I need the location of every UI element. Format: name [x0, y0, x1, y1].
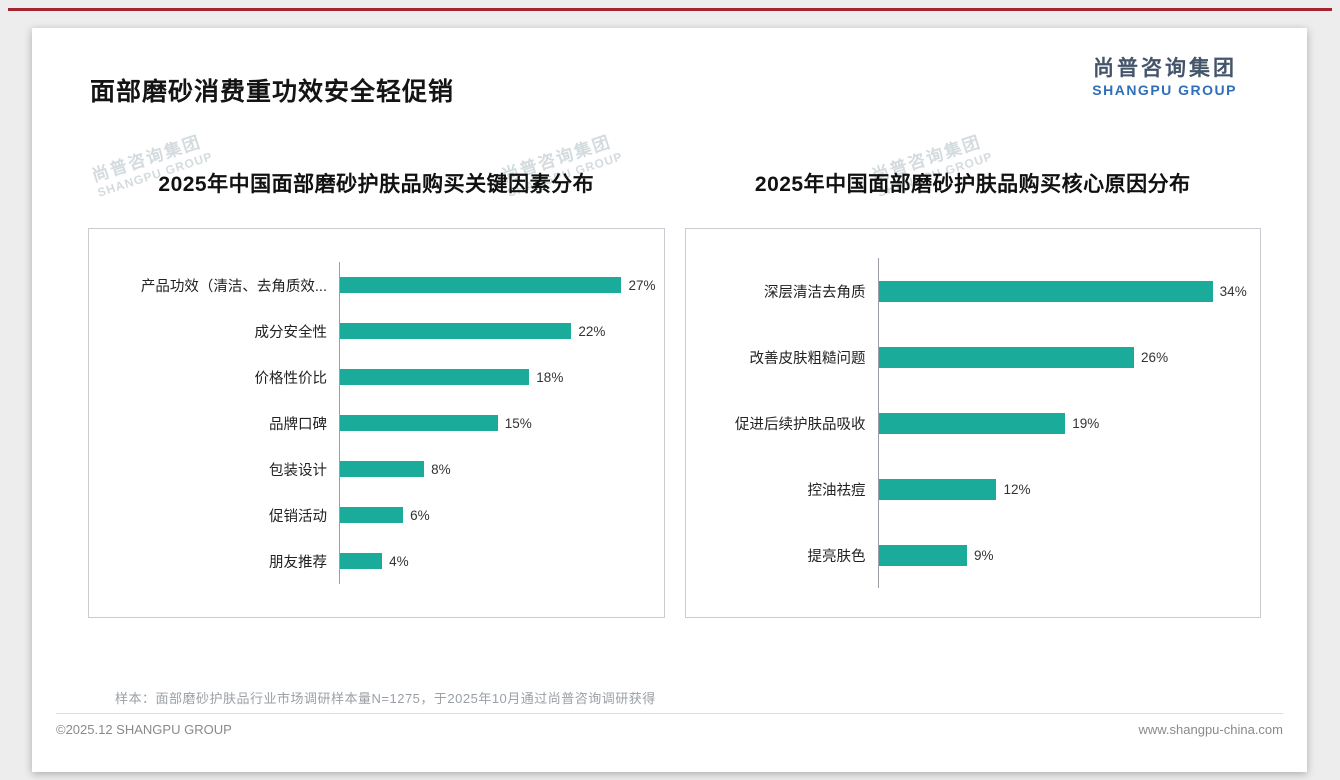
category-label: 促销活动	[269, 508, 327, 525]
chart-row: 价格性价比 18%	[89, 354, 664, 400]
category-label: 促进后续护肤品吸收	[735, 416, 866, 433]
bar-area: 22%	[339, 308, 664, 354]
bar	[878, 346, 1135, 368]
company-logo: 尚普咨询集团 SHANGPU GROUP	[1092, 56, 1237, 100]
chart-row: 包装设计 8%	[89, 446, 664, 492]
value-label: 15%	[504, 415, 532, 431]
category-label: 控油祛痘	[807, 482, 866, 499]
value-label: 27%	[628, 277, 656, 293]
bar	[340, 277, 622, 293]
chart-row: 改善皮肤粗糙问题 26%	[686, 324, 1261, 390]
chart-row: 产品功效（清洁、去角质效... 27%	[89, 262, 664, 308]
bar	[878, 544, 967, 566]
value-label: 22%	[578, 323, 606, 339]
bar-area: 4%	[339, 538, 664, 584]
bar	[878, 478, 997, 500]
logo-text-cn: 尚普咨询集团	[1093, 57, 1237, 80]
bar	[340, 507, 404, 523]
bar	[878, 280, 1213, 302]
chart-column-right: 2025年中国面部磨砂护肤品购买核心原因分布 深层清洁去角质 34% 改善皮肤粗糙问…	[684, 168, 1261, 618]
chart-row: 促销活动 6%	[89, 492, 664, 538]
bar-area: 8%	[339, 446, 664, 492]
category-label: 价格性价比	[254, 370, 328, 387]
value-label: 4%	[389, 553, 409, 569]
bar	[340, 323, 572, 339]
website-text: www.shangpu-china.com	[1138, 722, 1283, 737]
bar	[878, 412, 1066, 434]
bar-area: 19%	[877, 390, 1261, 456]
value-label: 19%	[1072, 415, 1100, 431]
chart-plot-left: 产品功效（清洁、去角质效... 27% 成分安全性 22% 价格性价比 18% 品牌口碑 15…	[89, 262, 664, 584]
chart-row: 深层清洁去角质 34%	[686, 258, 1261, 324]
bar	[340, 369, 530, 385]
sample-footnote: 样本：面部磨砂护肤品行业市场调研样本量N=1275，于2025年10月通过尚普咨…	[115, 691, 656, 706]
bar-area: 34%	[877, 258, 1261, 324]
chart-title-right: 2025年中国面部磨砂护肤品购买核心原因分布	[754, 173, 1191, 196]
bar-area: 26%	[877, 324, 1261, 390]
value-label: 6%	[410, 507, 430, 523]
chart-row: 品牌口碑 15%	[89, 400, 664, 446]
chart-box-left: 产品功效（清洁、去角质效... 27% 成分安全性 22% 价格性价比 18% 品牌口碑 15…	[88, 228, 665, 618]
top-accent-line	[8, 8, 1332, 11]
chart-row: 朋友推荐 4%	[89, 538, 664, 584]
category-label: 改善皮肤粗糙问题	[749, 350, 866, 367]
value-label: 8%	[431, 461, 451, 477]
category-label: 成分安全性	[254, 324, 328, 341]
value-label: 34%	[1219, 283, 1247, 299]
bar-area: 27%	[339, 262, 664, 308]
chart-title-left: 2025年中国面部磨砂护肤品购买关键因素分布	[158, 173, 595, 196]
bar	[340, 461, 425, 477]
chart-plot-right: 深层清洁去角质 34% 改善皮肤粗糙问题 26% 促进后续护肤品吸收 19% 控油祛痘 12%…	[686, 258, 1261, 588]
value-label: 26%	[1141, 349, 1169, 365]
category-label: 品牌口碑	[269, 416, 327, 433]
value-label: 12%	[1003, 481, 1031, 497]
category-label: 提亮肤色	[807, 548, 866, 565]
category-label: 深层清洁去角质	[764, 284, 866, 301]
footer-row: ©2025.12 SHANGPU GROUP www.shangpu-china…	[56, 722, 1283, 737]
charts-section: 2025年中国面部磨砂护肤品购买关键因素分布 产品功效（清洁、去角质效... 27…	[88, 168, 1261, 618]
page-title: 面部磨砂消费重功效安全轻促销	[90, 78, 455, 106]
category-label: 包装设计	[269, 462, 327, 479]
category-label: 产品功效（清洁、去角质效...	[140, 278, 327, 295]
bar	[340, 553, 383, 569]
chart-box-right: 深层清洁去角质 34% 改善皮肤粗糙问题 26% 促进后续护肤品吸收 19% 控油祛痘 12%…	[684, 228, 1261, 618]
chart-row: 控油祛痘 12%	[686, 456, 1261, 522]
chart-row: 提亮肤色 9%	[686, 522, 1261, 588]
copyright-text: ©2025.12 SHANGPU GROUP	[56, 722, 232, 737]
bar-area: 6%	[339, 492, 664, 538]
bar-area: 18%	[339, 354, 664, 400]
chart-row: 促进后续护肤品吸收 19%	[686, 390, 1261, 456]
bar-area: 12%	[877, 456, 1261, 522]
chart-column-left: 2025年中国面部磨砂护肤品购买关键因素分布 产品功效（清洁、去角质效... 27…	[88, 168, 665, 618]
slide-card: 尚普咨询集团 SHANGPU GROUP 尚普咨询集团 SHANGPU GROUP 尚普…	[32, 28, 1307, 772]
value-label: 18%	[536, 369, 564, 385]
bar-area: 15%	[339, 400, 664, 446]
logo-text-en: SHANGPU GROUP	[1092, 82, 1237, 99]
bar	[340, 415, 498, 431]
category-label: 朋友推荐	[269, 554, 327, 571]
chart-row: 成分安全性 22%	[89, 308, 664, 354]
footer-divider	[56, 713, 1283, 714]
bar-area: 9%	[877, 522, 1261, 588]
value-label: 9%	[973, 547, 994, 563]
